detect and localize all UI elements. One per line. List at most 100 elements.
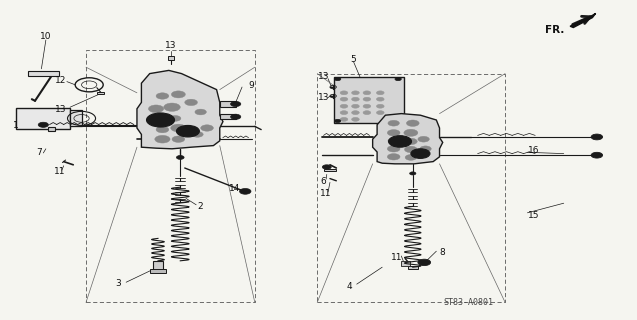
- Bar: [220, 101, 236, 107]
- Text: 11: 11: [320, 189, 332, 198]
- Circle shape: [185, 99, 197, 106]
- Bar: [220, 114, 236, 119]
- Text: 9: 9: [248, 81, 255, 90]
- Circle shape: [388, 120, 399, 126]
- Circle shape: [340, 97, 348, 101]
- Text: 11: 11: [391, 253, 403, 262]
- Circle shape: [201, 125, 213, 131]
- Text: 14: 14: [229, 184, 240, 193]
- Circle shape: [404, 138, 417, 145]
- Circle shape: [352, 97, 359, 101]
- Text: 2: 2: [198, 202, 203, 211]
- Text: 15: 15: [528, 211, 540, 220]
- Circle shape: [591, 134, 603, 140]
- Text: 13: 13: [165, 41, 176, 50]
- Circle shape: [418, 136, 429, 142]
- Circle shape: [176, 125, 199, 137]
- Bar: [324, 169, 336, 171]
- Bar: [168, 56, 174, 60]
- Bar: [70, 110, 82, 126]
- Text: 13: 13: [318, 72, 329, 81]
- Text: 12: 12: [55, 76, 66, 85]
- Circle shape: [406, 120, 419, 126]
- Circle shape: [389, 136, 412, 147]
- Circle shape: [334, 119, 341, 123]
- Bar: [97, 92, 104, 94]
- Text: 13: 13: [55, 105, 66, 114]
- Circle shape: [231, 101, 241, 107]
- Circle shape: [420, 146, 431, 152]
- Text: 8: 8: [440, 248, 446, 257]
- Circle shape: [340, 117, 348, 121]
- Circle shape: [152, 116, 169, 124]
- Circle shape: [155, 135, 170, 143]
- Circle shape: [172, 136, 185, 142]
- Circle shape: [410, 172, 416, 175]
- Text: FR.: FR.: [545, 25, 564, 35]
- Circle shape: [352, 104, 359, 108]
- Circle shape: [171, 91, 185, 98]
- Circle shape: [169, 116, 181, 121]
- Circle shape: [192, 132, 203, 137]
- Bar: [153, 261, 163, 270]
- Text: 1: 1: [13, 121, 19, 130]
- Text: 7: 7: [36, 148, 43, 156]
- Circle shape: [352, 91, 359, 95]
- Polygon shape: [570, 13, 596, 28]
- Circle shape: [363, 111, 371, 115]
- Bar: [150, 269, 166, 273]
- Circle shape: [195, 109, 206, 115]
- Circle shape: [322, 165, 331, 169]
- Polygon shape: [373, 114, 443, 164]
- Text: ST83-A0801: ST83-A0801: [443, 298, 493, 307]
- Circle shape: [240, 188, 251, 194]
- Circle shape: [148, 105, 164, 113]
- Text: 11: 11: [54, 167, 65, 176]
- Text: 4: 4: [347, 282, 352, 291]
- Circle shape: [156, 126, 169, 133]
- Circle shape: [340, 91, 348, 95]
- Circle shape: [395, 119, 401, 123]
- Circle shape: [147, 113, 175, 127]
- Circle shape: [171, 124, 186, 132]
- Circle shape: [387, 130, 400, 136]
- Circle shape: [352, 117, 359, 121]
- Circle shape: [363, 91, 371, 95]
- Circle shape: [231, 114, 241, 119]
- Text: 10: 10: [40, 32, 52, 41]
- Circle shape: [352, 111, 359, 115]
- Circle shape: [404, 129, 418, 136]
- Bar: [48, 127, 55, 131]
- Text: 6: 6: [320, 177, 327, 186]
- Circle shape: [591, 152, 603, 158]
- Circle shape: [340, 104, 348, 108]
- Circle shape: [404, 146, 417, 153]
- Circle shape: [156, 93, 169, 99]
- Circle shape: [376, 111, 384, 115]
- Bar: [408, 266, 418, 269]
- Circle shape: [164, 103, 180, 111]
- Text: 5: 5: [350, 55, 357, 64]
- Circle shape: [388, 138, 399, 144]
- Circle shape: [376, 104, 384, 108]
- Circle shape: [387, 146, 400, 152]
- Circle shape: [363, 97, 371, 101]
- Circle shape: [415, 151, 426, 156]
- Circle shape: [387, 154, 400, 160]
- Circle shape: [340, 111, 348, 115]
- Bar: [401, 261, 410, 266]
- Circle shape: [405, 155, 417, 160]
- Circle shape: [182, 128, 194, 134]
- Text: 3: 3: [115, 279, 121, 288]
- Circle shape: [376, 91, 384, 95]
- Circle shape: [363, 104, 371, 108]
- Circle shape: [395, 77, 401, 81]
- Circle shape: [176, 156, 184, 159]
- Text: 13: 13: [318, 93, 329, 102]
- Circle shape: [418, 259, 431, 266]
- Circle shape: [38, 122, 48, 127]
- Bar: [317, 74, 505, 302]
- Circle shape: [157, 116, 168, 121]
- Bar: [28, 71, 59, 76]
- Circle shape: [334, 77, 341, 81]
